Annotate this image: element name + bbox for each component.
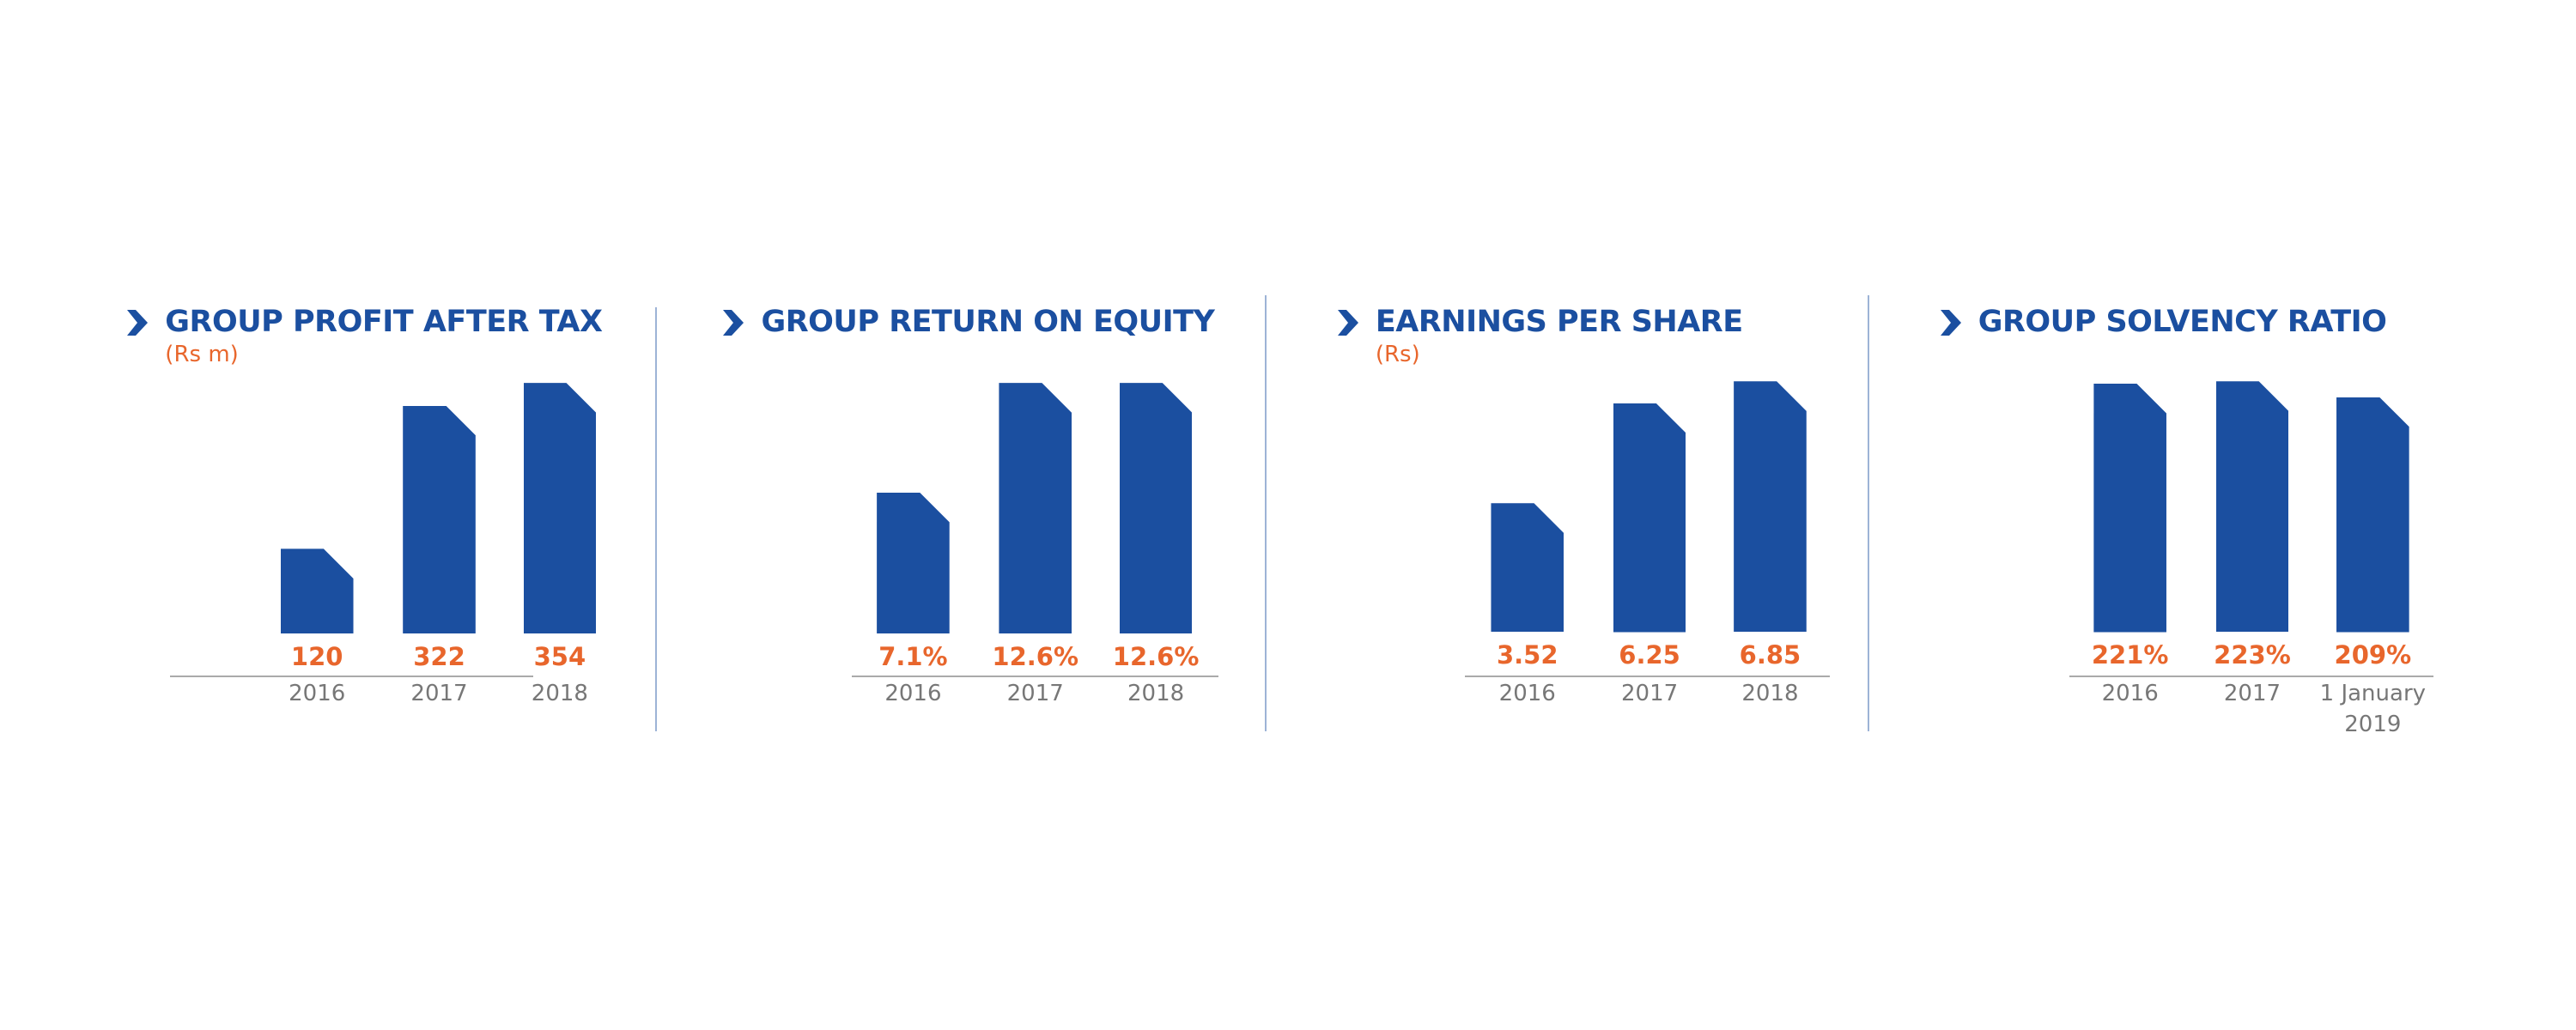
bar: [1613, 403, 1686, 633]
x-tick-label: 2017: [2223, 681, 2281, 707]
chart-title: GROUP SOLVENCY RATIO: [1978, 304, 2387, 339]
bar: [1119, 383, 1193, 634]
x-tick-label: 2016: [884, 681, 942, 707]
x-tick-label: 2018: [1741, 681, 1799, 707]
x-tick-label: 2018: [1127, 681, 1185, 707]
chevron-icon: [1337, 309, 1358, 336]
chart-title: GROUP PROFIT AFTER TAX: [165, 304, 603, 339]
value-label: 223%: [2214, 640, 2291, 670]
value-label: 7.1%: [878, 642, 948, 672]
value-label: 322: [413, 642, 465, 672]
value-label: 6.85: [1739, 640, 1801, 670]
bar: [2336, 397, 2409, 633]
axis-line: [1464, 675, 1830, 677]
x-tick-label: 2016: [2101, 681, 2159, 707]
value-label: 221%: [2091, 640, 2169, 670]
bar: [2093, 383, 2166, 633]
x-tick-label: 2016: [289, 681, 346, 707]
x-tick-label: 2018: [531, 681, 588, 707]
bar: [280, 548, 354, 634]
x-tick-label: 1 January 2019: [2319, 681, 2427, 738]
chevron-icon: [723, 309, 744, 336]
divider: [655, 306, 658, 731]
bar: [999, 383, 1072, 634]
x-tick-label: 2016: [1498, 681, 1556, 707]
axis-line: [2069, 675, 2434, 677]
value-label: 354: [533, 642, 586, 672]
bar: [523, 383, 596, 634]
chart-title: EARNINGS PER SHARE: [1375, 304, 1743, 339]
chevron-icon: [127, 309, 149, 336]
bar: [2215, 381, 2288, 633]
chevron-icon: [1940, 309, 1961, 336]
x-tick-label: 2017: [1006, 681, 1064, 707]
value-label: 3.52: [1496, 640, 1558, 670]
divider: [1867, 295, 1869, 731]
axis-line: [170, 675, 534, 677]
bar: [1734, 381, 1807, 633]
chart-subtitle: (Rs): [1375, 342, 1420, 368]
value-label: 12.6%: [992, 642, 1079, 672]
bar: [1491, 503, 1564, 633]
value-label: 209%: [2334, 640, 2412, 670]
value-label: 6.25: [1619, 640, 1680, 670]
divider: [1265, 295, 1267, 731]
x-tick-label: 2017: [1620, 681, 1679, 707]
value-label: 12.6%: [1112, 642, 1200, 672]
value-label: 120: [290, 642, 343, 672]
bar: [403, 405, 476, 634]
axis-line: [852, 675, 1219, 677]
x-tick-label: 2017: [410, 681, 468, 707]
bar: [877, 492, 950, 634]
chart-title: GROUP RETURN ON EQUITY: [761, 304, 1215, 339]
chart-subtitle: (Rs m): [165, 342, 239, 368]
